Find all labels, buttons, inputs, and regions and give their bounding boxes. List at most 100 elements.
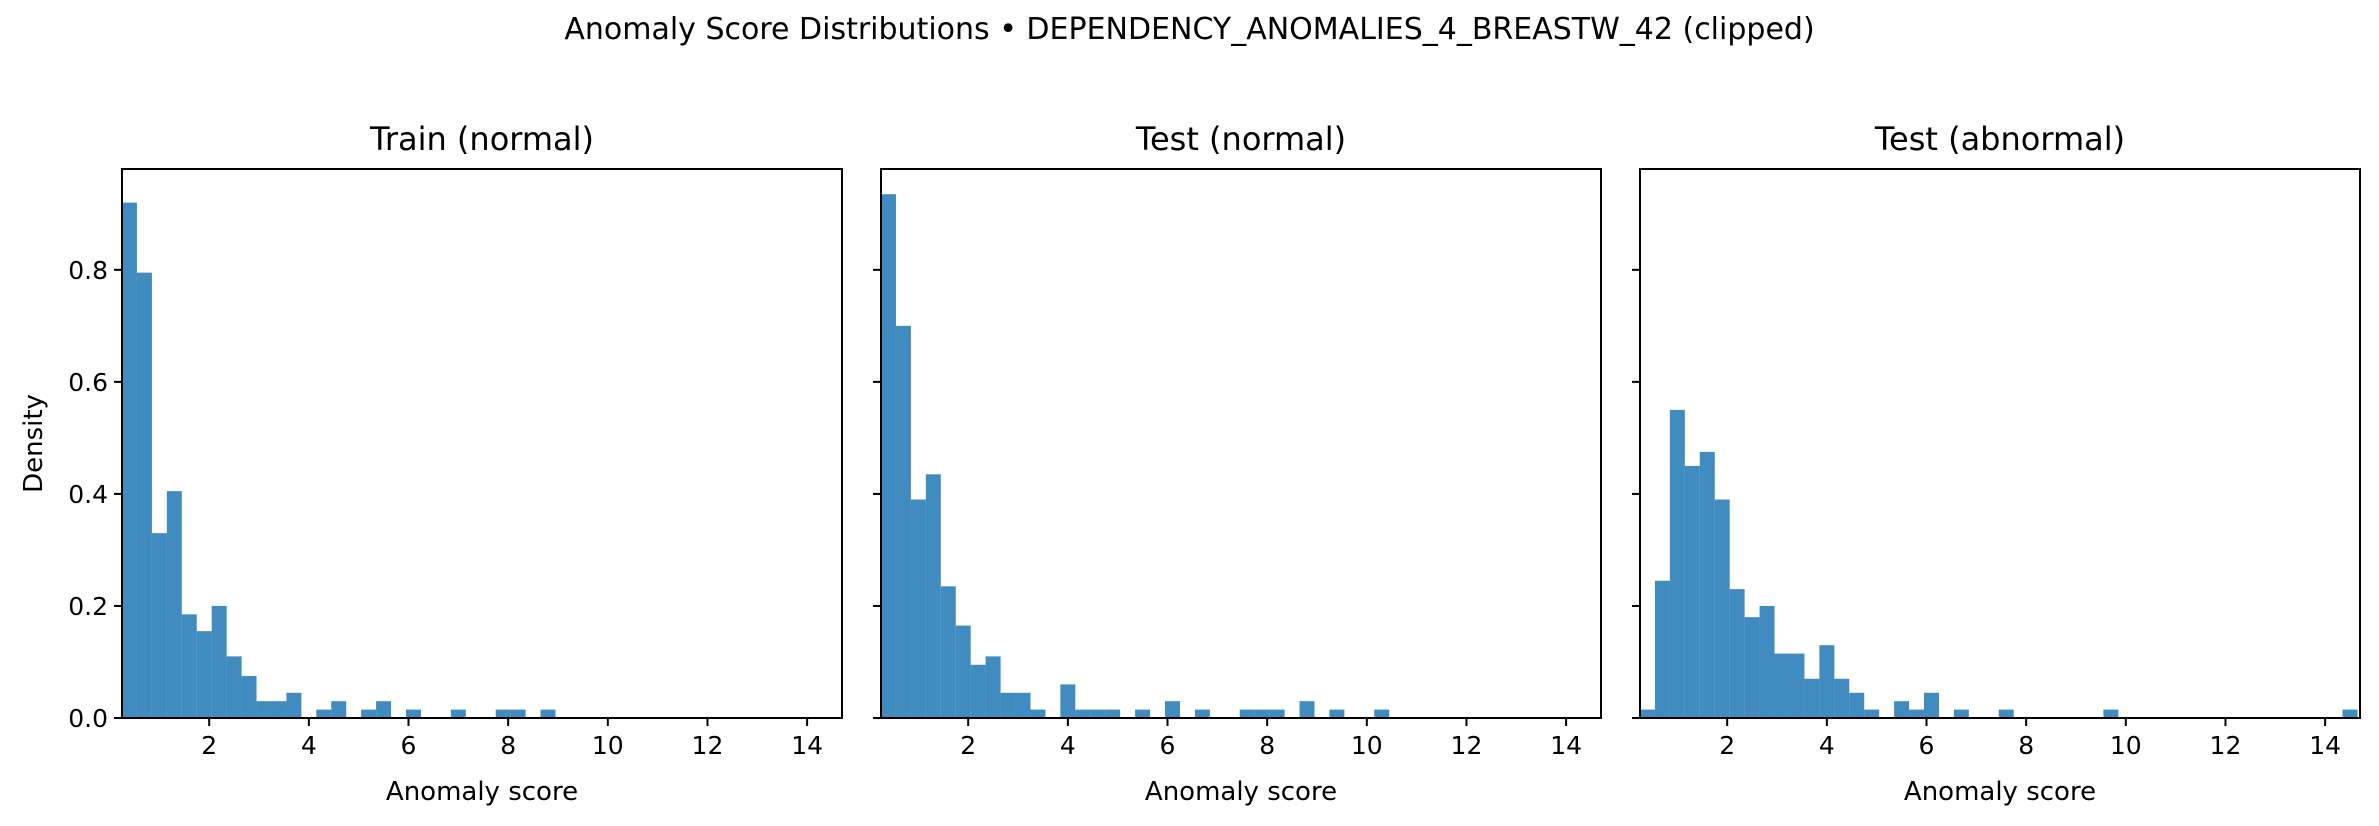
histogram-bar	[1774, 653, 1790, 718]
x-tick-label: 10	[592, 731, 624, 760]
histogram-bar	[895, 325, 911, 718]
histogram-bar	[450, 709, 466, 718]
histogram-bar	[122, 202, 137, 718]
histogram-bar	[1640, 709, 1655, 718]
histogram-bar	[1759, 605, 1775, 718]
histogram-bar	[331, 701, 347, 718]
histogram-panel-3: 2 4 6 8 10 12 14 Test (abnormal) Anomaly score	[1632, 120, 2361, 807]
x-tick-label: 2	[960, 731, 976, 760]
x-tick-label: 12	[2210, 731, 2242, 760]
x-axis-label: Anomaly score	[386, 777, 578, 807]
histogram-bar	[1030, 709, 1046, 718]
histogram-bar	[495, 709, 511, 718]
histogram-bar	[1000, 692, 1016, 718]
histogram-bar	[1165, 701, 1180, 718]
x-tick-label: 12	[1451, 731, 1483, 760]
histogram-bar	[181, 614, 197, 718]
y-tick-label: 0.4	[68, 480, 108, 509]
x-tick-label: 14	[1550, 731, 1582, 760]
y-tick-label: 0.2	[68, 592, 108, 621]
histogram-bar	[1924, 692, 1939, 718]
histogram-bar	[1105, 709, 1121, 718]
histogram-bar	[1299, 701, 1315, 718]
x-axis-label: Anomaly score	[1145, 777, 1337, 807]
x-tick-label: 12	[692, 731, 724, 760]
histogram-bar	[1819, 645, 1835, 718]
histogram-bar	[940, 586, 956, 718]
histogram-bar	[1075, 709, 1091, 718]
panel-title: Test (normal)	[1135, 120, 1346, 158]
panel-title: Train (normal)	[369, 120, 594, 158]
histogram-bar	[1669, 409, 1685, 718]
histogram-bar	[510, 709, 526, 718]
histogram-bar	[406, 709, 421, 718]
histogram-bar	[1804, 678, 1820, 718]
x-axis-label: Anomaly score	[1904, 777, 2096, 807]
x-tick-label: 2	[201, 731, 217, 760]
histogram-bar	[316, 709, 332, 718]
x-tick-label: 4	[1819, 731, 1835, 760]
histogram-bar	[1699, 451, 1715, 718]
histogram-bar	[2103, 709, 2119, 718]
y-tick-label: 0.8	[68, 256, 108, 285]
histogram-bar	[286, 692, 302, 718]
histogram-bar	[985, 656, 1001, 718]
histogram-bar	[1374, 709, 1390, 718]
histogram-bar	[1015, 692, 1031, 718]
axes-frame	[1639, 168, 2361, 719]
histogram-bar	[1789, 653, 1805, 718]
x-tick-label: 8	[500, 731, 516, 760]
histogram-bar	[1849, 692, 1865, 718]
histogram-bar	[361, 709, 377, 718]
histogram-bar	[1864, 709, 1880, 718]
y-tick-label: 0.6	[68, 368, 108, 397]
x-tick-label: 2	[1719, 731, 1735, 760]
histogram-bar	[1894, 701, 1910, 718]
x-tick-label: 10	[2110, 731, 2142, 760]
histogram-bar	[256, 701, 272, 718]
histogram-bar	[151, 533, 167, 718]
histogram-bar	[540, 709, 556, 718]
histogram-panel-1: 2 4 6 8 10 12 14 0.0 0.2 0.4 0.6 0.8 Train (normal) A…	[19, 120, 843, 807]
histogram-bar	[1714, 499, 1730, 718]
histogram-bar	[1060, 684, 1076, 718]
histogram-bar	[2342, 709, 2358, 718]
histogram-bar	[1254, 709, 1270, 718]
histogram-panel-2: 2 4 6 8 10 12 14 Test (normal) Anomaly score	[873, 120, 1602, 807]
x-tick-label: 6	[401, 731, 417, 760]
histogram-bar	[166, 491, 182, 718]
histogram-bar	[196, 631, 212, 718]
x-tick-label: 6	[1160, 731, 1176, 760]
histogram-bar	[1953, 709, 1969, 718]
histogram-bar	[1744, 617, 1760, 718]
histogram-bar	[271, 701, 287, 718]
x-tick-label: 4	[1060, 731, 1076, 760]
histogram-bar	[1239, 709, 1255, 718]
histogram-bar	[910, 499, 926, 718]
histogram-bar	[925, 474, 941, 718]
y-tick-label: 0.0	[68, 704, 108, 733]
histogram-bar	[970, 664, 986, 718]
x-tick-label: 4	[301, 731, 317, 760]
histogram-bar	[1654, 580, 1670, 718]
histogram-bar	[1194, 709, 1210, 718]
x-tick-label: 14	[2309, 731, 2341, 760]
histogram-bar	[955, 625, 971, 718]
histogram-bar	[1329, 709, 1345, 718]
histogram-bar	[1135, 709, 1151, 718]
histogram-bar	[211, 605, 227, 718]
histogram-bar	[226, 656, 242, 718]
panel-title: Test (abnormal)	[1874, 120, 2125, 158]
histogram-bar	[1684, 465, 1700, 718]
x-tick-label: 6	[1919, 731, 1935, 760]
histogram-bar	[1909, 709, 1925, 718]
histogram-bar	[1090, 709, 1106, 718]
histogram-bar	[881, 194, 896, 719]
histogram-bar	[1834, 678, 1850, 718]
histogram-bar	[1998, 709, 2014, 718]
histogram-bar	[1269, 709, 1285, 718]
y-axis-label: Density	[19, 394, 49, 493]
histogram-bar	[241, 675, 257, 718]
x-tick-label: 8	[2018, 731, 2034, 760]
